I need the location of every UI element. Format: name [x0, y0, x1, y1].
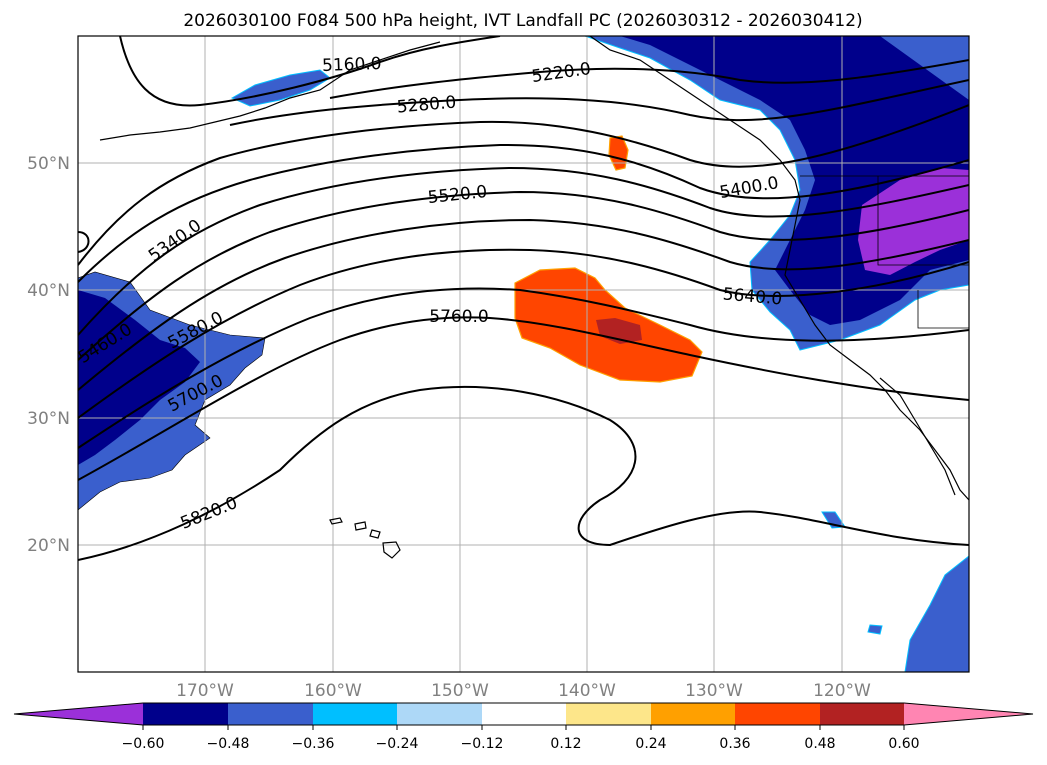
colorbar-tick-label: 0.12: [550, 736, 581, 752]
coastline-aleutians: [99, 41, 441, 141]
contour-5700: [78, 287, 969, 449]
lon-tick-130w: 130°W: [685, 681, 743, 701]
contour-5220: [329, 59, 969, 99]
colorbar-tick-label: 0.48: [804, 736, 835, 752]
contour-west-edge: [78, 231, 90, 253]
colorbar-segment-6: [566, 703, 651, 725]
colorbar-segment-8: [735, 703, 820, 725]
ivt-negative-extreme-northeast: [858, 168, 969, 275]
coastline-hawaii-1: [329, 517, 343, 525]
border-state: [877, 176, 969, 329]
contour-5280: [229, 79, 969, 126]
colorbar-tick-label: −0.48: [207, 736, 250, 752]
colorbar-segment-5: [482, 703, 566, 725]
contour-5520: [78, 190, 969, 361]
contour-label-5760: 5760.0: [429, 307, 488, 327]
colorbar-segment-9: [820, 703, 904, 725]
lat-tick-50n: 50°N: [27, 154, 70, 174]
coastline-hawaii-3: [369, 529, 381, 539]
colorbar-tick-label: −0.60: [122, 736, 165, 752]
colorbar-extend-high: [904, 703, 1033, 725]
coastline-hawaii-4: [382, 541, 401, 559]
contour-5400: [78, 143, 969, 283]
colorbar-segment-7: [651, 703, 735, 725]
contour-5640: [78, 248, 969, 419]
contour-5160: [119, 36, 501, 107]
colorbar-segment-2: [228, 703, 313, 725]
contour-5460: [78, 166, 969, 336]
lon-tick-140w: 140°W: [558, 681, 616, 701]
coastline-hawaii-2: [354, 521, 367, 531]
colorbar: −0.60 −0.48 −0.36 −0.24 −0.12 0.12 0.24 …: [13, 702, 1034, 752]
lat-tick-20n: 20°N: [27, 536, 70, 556]
map-panel: 5160.0 5220.0 5280.0 5400.0 5520.0 5340.…: [27, 35, 970, 701]
map-frame: [77, 35, 970, 673]
colorbar-tick-label: 0.24: [635, 736, 666, 752]
colorbar-tick-label: −0.36: [292, 736, 335, 752]
colorbar-extend-low: [14, 703, 143, 725]
latitude-ticks: 50°N 40°N 30°N 20°N: [27, 154, 70, 556]
lon-tick-120w: 120°W: [813, 681, 871, 701]
lon-tick-150w: 150°W: [431, 681, 489, 701]
contour-5340: [78, 104, 969, 266]
longitude-ticks: 170°W 160°W 150°W 140°W 130°W 120°W: [176, 681, 871, 701]
coastline-north-america: [589, 36, 969, 501]
colorbar-tick-label: 0.60: [888, 736, 919, 752]
height-contours: [78, 36, 969, 561]
ivt-negative-dot-2: [867, 624, 883, 635]
lat-tick-30n: 30°N: [27, 409, 70, 429]
contour-label-5160: 5160.0: [322, 54, 382, 76]
colorbar-segment-3: [313, 703, 397, 725]
contour-5580: [78, 218, 969, 391]
colorbar-segment-1: [143, 703, 228, 725]
contour-5820: [78, 385, 969, 561]
lon-tick-160w: 160°W: [304, 681, 362, 701]
lon-tick-170w: 170°W: [176, 681, 234, 701]
colorbar-segment-4: [397, 703, 482, 725]
colorbar-tick-label: −0.24: [376, 736, 419, 752]
colorbar-tick-label: −0.12: [461, 736, 504, 752]
colorbar-tick-label: 0.36: [719, 736, 750, 752]
colorbar-ticks: [142, 725, 905, 730]
contour-5760: [78, 316, 969, 481]
lat-tick-40n: 40°N: [27, 281, 70, 301]
ivt-negative-patch-southeast: [904, 555, 969, 672]
figure-title: 2026030100 F084 500 hPa height, IVT Land…: [183, 11, 862, 31]
